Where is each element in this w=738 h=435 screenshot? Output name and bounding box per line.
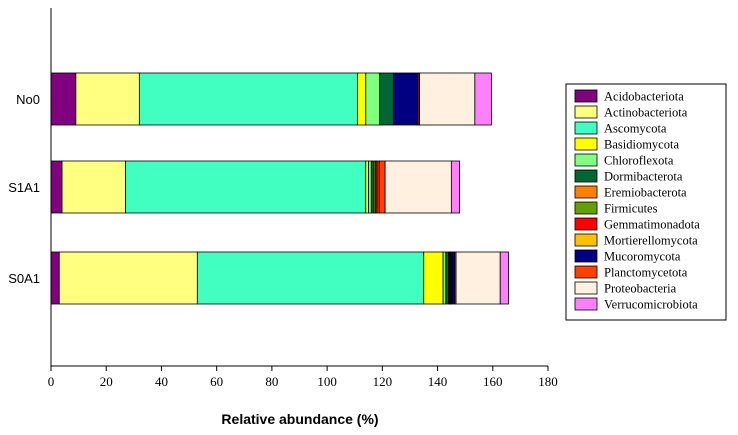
- x-tick-label: 0: [48, 374, 55, 389]
- bar-segment-S1A1-Dormibacterota: [370, 160, 375, 214]
- bar-segment-S1A1-Planctomycetota: [379, 160, 386, 214]
- bar-segment-No0-Acidobacteriota: [50, 72, 77, 126]
- bar-segment-S0A1-Acidobacteriota: [50, 251, 60, 305]
- legend-entry: Ascomycota: [604, 122, 667, 136]
- legend-swatch: [574, 137, 598, 151]
- legend-entry: Eremiobacterota: [604, 186, 687, 200]
- x-tick-label: 40: [155, 374, 168, 389]
- bar-segment-S0A1-Dormibacterota: [445, 251, 450, 305]
- legend-entry: Firmicutes: [604, 202, 658, 216]
- bar-segment-S0A1-Actinobacteriota: [58, 251, 198, 305]
- bar-segment-No0-Actinobacteriota: [75, 72, 140, 126]
- legend-swatch: [574, 185, 598, 199]
- bar-segment-No0-Mucoromycota: [392, 72, 419, 126]
- category-labels-group: No0 S1A1 S0A1: [8, 92, 40, 286]
- bar-segment-No0-Ascomycota: [138, 72, 358, 126]
- category-label: S1A1: [8, 180, 40, 195]
- bar-segment-S0A1-Basidiomycota: [423, 251, 444, 305]
- legend-entry: Dormibacterota: [604, 170, 683, 184]
- legend-entry: Acidobacteriota: [604, 90, 684, 104]
- x-ticks-group: 0 20 40 60 80 100 120 140 160 180: [48, 366, 558, 389]
- category-label: No0: [16, 92, 40, 107]
- legend-entry: Proteobacteria: [604, 282, 677, 296]
- legend-entry: Planctomycetota: [604, 266, 688, 280]
- legend-swatch: [574, 297, 598, 311]
- legend-swatch: [574, 265, 598, 279]
- bar-segment-No0-Dormibacterota: [379, 72, 394, 126]
- bar-segment-S1A1-Acidobacteriota: [50, 160, 63, 214]
- legend-swatch: [574, 233, 598, 247]
- bar-segment-S0A1-Verrucomicrobiota: [499, 251, 509, 305]
- legend-entry: Verrucomicrobiota: [604, 298, 698, 312]
- x-axis-label: Relative abundance (%): [221, 411, 378, 427]
- bar-segment-S1A1-Gemmatimonadota: [376, 160, 380, 214]
- x-tick-label: 180: [538, 374, 558, 389]
- x-tick-label: 100: [317, 374, 337, 389]
- x-tick-label: 140: [428, 374, 448, 389]
- x-tick-label: 120: [373, 374, 393, 389]
- legend-entry: Chloroflexota: [604, 154, 674, 168]
- legend-swatch: [574, 153, 598, 167]
- bar-segment-S0A1-Mucoromycota: [451, 251, 456, 305]
- legend-swatch: [574, 105, 598, 119]
- legend-entry: Actinobacteriota: [604, 106, 688, 120]
- x-tick-label: 80: [265, 374, 278, 389]
- bar-segment-No0-Chloroflexota: [365, 72, 380, 126]
- bars-group: [50, 72, 509, 305]
- legend-entry: Mortierellomycota: [604, 234, 698, 248]
- x-tick-label: 20: [100, 374, 113, 389]
- bar-segment-No0-Basidiomycota: [357, 72, 367, 126]
- x-tick-label: 160: [483, 374, 503, 389]
- bar-segment-S1A1-Proteobacteria: [384, 160, 452, 214]
- legend-entry: Gemmatimonadota: [604, 218, 700, 232]
- x-tick-label: 60: [210, 374, 223, 389]
- bar-segment-S1A1-Ascomycota: [125, 160, 367, 214]
- legend-entry: Mucoromycota: [604, 250, 681, 264]
- legend-swatch: [574, 249, 598, 263]
- legend-entry: Basidiomycota: [604, 138, 679, 152]
- legend-swatch: [574, 89, 598, 103]
- bar-segment-S0A1-Ascomycota: [196, 251, 425, 305]
- legend-swatch: [574, 169, 598, 183]
- legend: Acidobacteriota Actinobacteriota Ascomycot…: [565, 83, 727, 321]
- bar-segment-S1A1-Actinobacteriota: [61, 160, 126, 214]
- category-label: S0A1: [8, 271, 40, 286]
- bar-segment-No0-Verrucomicrobiota: [474, 72, 492, 126]
- bar-segment-S0A1-Chloroflexota: [442, 251, 447, 305]
- bar-segment-S1A1-Verrucomicrobiota: [450, 160, 461, 214]
- legend-swatch: [574, 201, 598, 215]
- bar-segment-S1A1-Basidiomycota: [365, 160, 369, 214]
- bar-segment-S1A1-Chloroflexota: [368, 160, 372, 214]
- legend-swatch: [574, 217, 598, 231]
- bar-segment-S0A1-Proteobacteria: [455, 251, 501, 305]
- legend-swatch: [574, 281, 598, 295]
- legend-swatch: [574, 121, 598, 135]
- bar-segment-No0-Proteobacteria: [419, 72, 476, 126]
